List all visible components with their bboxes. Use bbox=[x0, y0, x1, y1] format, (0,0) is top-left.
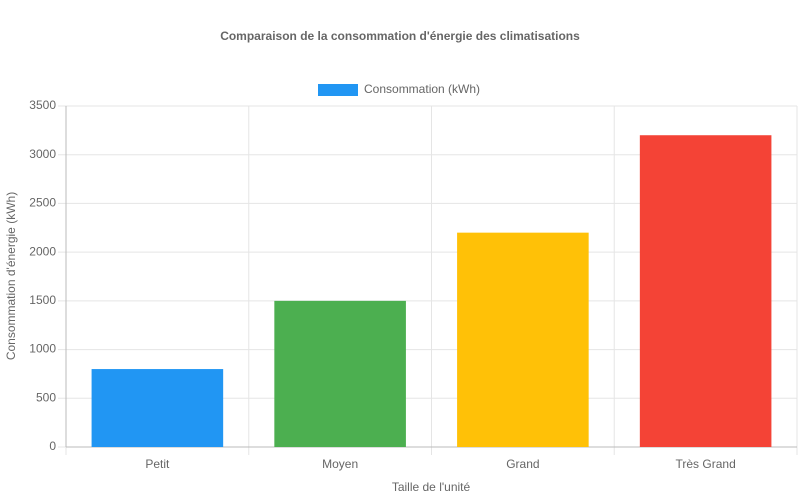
x-axis-label: Taille de l'unité bbox=[392, 480, 471, 494]
y-tick-label: 0 bbox=[49, 439, 56, 453]
bar bbox=[457, 232, 589, 447]
y-tick-label: 500 bbox=[36, 390, 56, 404]
y-tick-label: 2000 bbox=[29, 244, 56, 258]
y-tick-label: 1000 bbox=[29, 342, 56, 356]
x-tick-label: Grand bbox=[506, 457, 539, 471]
legend-swatch bbox=[318, 84, 358, 96]
x-tick-label: Petit bbox=[145, 457, 170, 471]
y-tick-label: 3000 bbox=[29, 147, 56, 161]
bar bbox=[91, 369, 224, 447]
y-axis-label: Consommation d'énergie (kWh) bbox=[4, 192, 18, 360]
bar bbox=[274, 300, 406, 447]
bar bbox=[639, 135, 772, 447]
x-tick-label: Très Grand bbox=[676, 457, 736, 471]
y-tick-label: 2500 bbox=[29, 196, 56, 210]
x-tick-label: Moyen bbox=[322, 457, 358, 471]
y-tick-label: 3500 bbox=[29, 98, 56, 112]
y-tick-label: 1500 bbox=[29, 293, 56, 307]
legend-label: Consommation (kWh) bbox=[364, 82, 480, 96]
chart-title: Comparaison de la consommation d'énergie… bbox=[220, 29, 580, 43]
